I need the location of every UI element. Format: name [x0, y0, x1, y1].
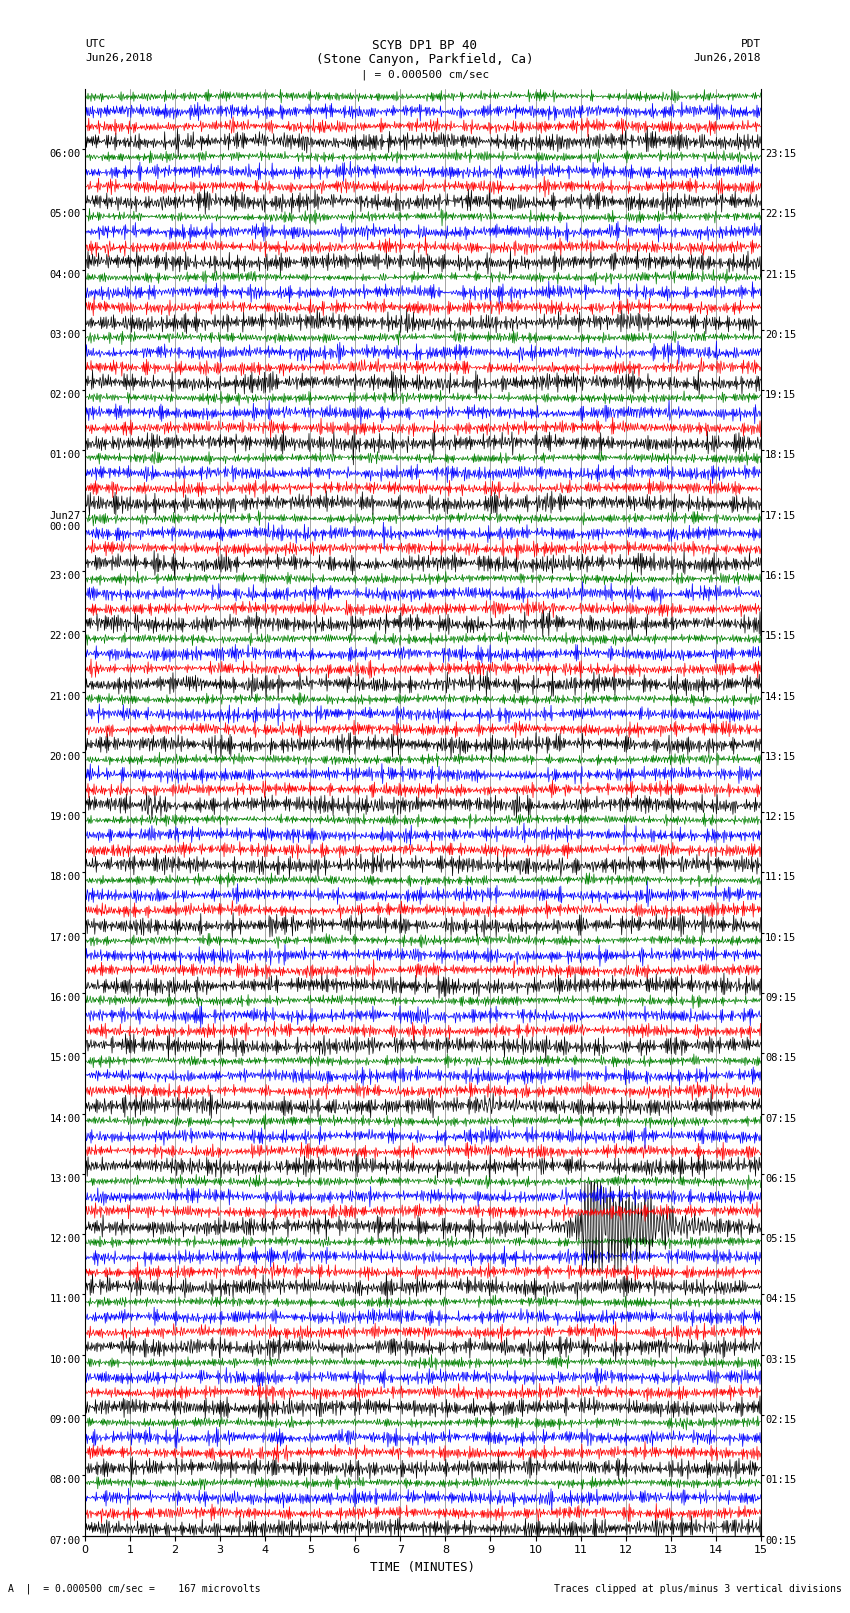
Text: SCYB DP1 BP 40: SCYB DP1 BP 40: [372, 39, 478, 52]
Text: PDT: PDT: [740, 39, 761, 48]
Text: A  |  = 0.000500 cm/sec =    167 microvolts: A | = 0.000500 cm/sec = 167 microvolts: [8, 1582, 261, 1594]
Text: Jun26,2018: Jun26,2018: [694, 53, 761, 63]
Text: Traces clipped at plus/minus 3 vertical divisions: Traces clipped at plus/minus 3 vertical …: [553, 1584, 842, 1594]
Text: | = 0.000500 cm/sec: | = 0.000500 cm/sec: [361, 69, 489, 81]
Text: UTC: UTC: [85, 39, 105, 48]
Text: Jun26,2018: Jun26,2018: [85, 53, 152, 63]
X-axis label: TIME (MINUTES): TIME (MINUTES): [371, 1561, 475, 1574]
Text: (Stone Canyon, Parkfield, Ca): (Stone Canyon, Parkfield, Ca): [316, 53, 534, 66]
